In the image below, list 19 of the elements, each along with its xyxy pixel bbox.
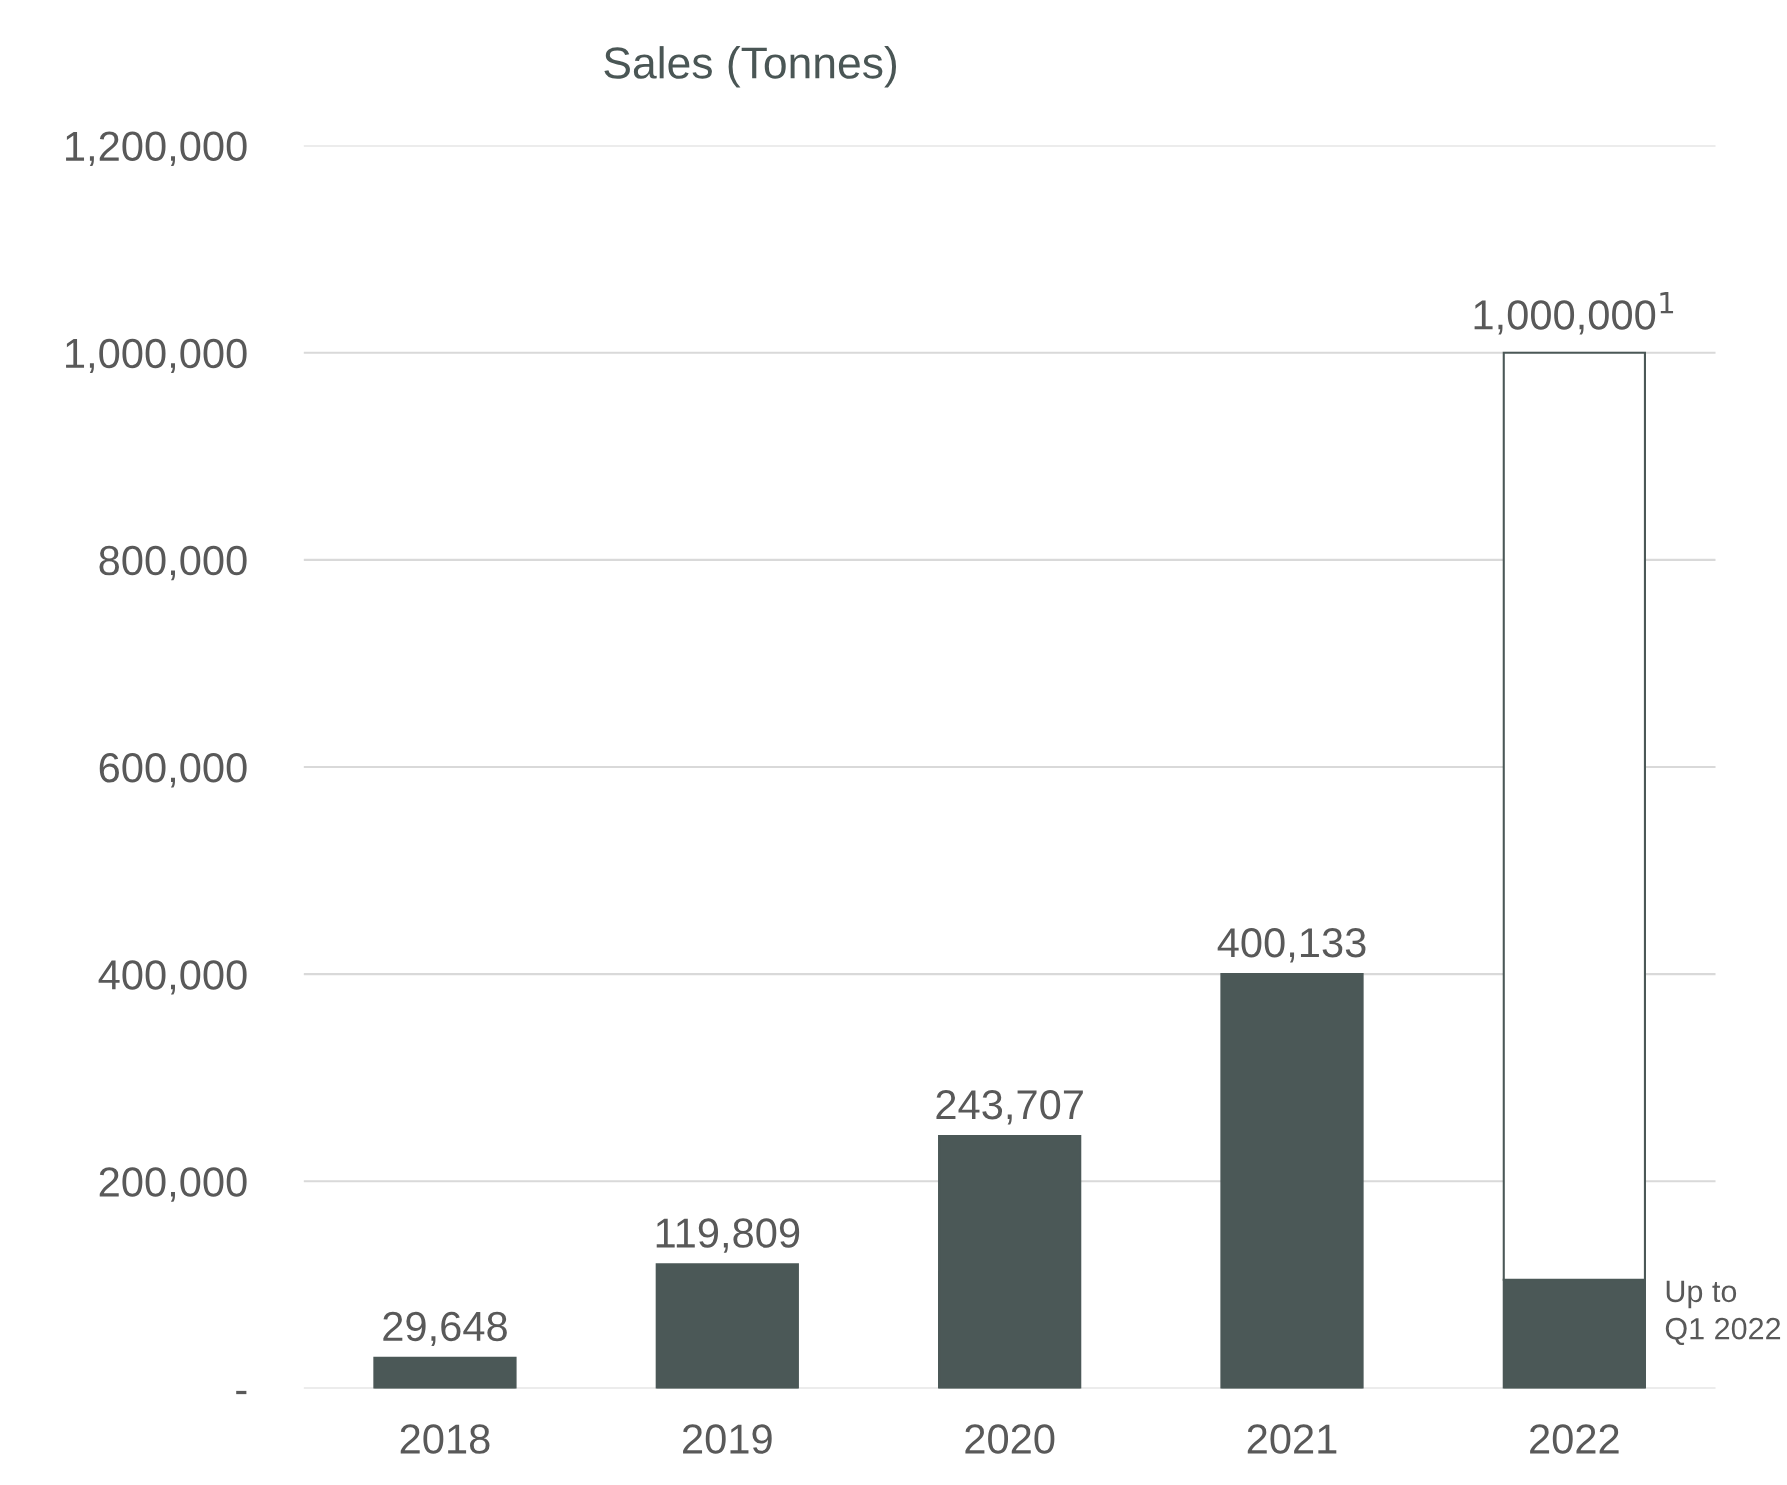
y-tick-label: 400,000 [98, 960, 247, 995]
data-label: 119,809 [656, 1218, 800, 1253]
y-tick-label: 600,000 [99, 753, 247, 788]
chart-title: Sales (Tonnes) [604, 46, 896, 88]
x-tick-label: 2018 [400, 1424, 490, 1454]
data-label: 243,707 [936, 1089, 1083, 1125]
y-tick-label: 800,000 [99, 545, 247, 581]
y-tick-label: 1,200,000 [66, 131, 247, 166]
data-label: 400,133 [1217, 927, 1366, 963]
y-tick-label: - [236, 1390, 247, 1395]
annotation: Up to Q1 2022 [1665, 1280, 1781, 1345]
x-tick-label: 2021 [1247, 1424, 1337, 1454]
data-label: 29,648 [383, 1311, 507, 1347]
x-tick-label: 2022 [1530, 1424, 1619, 1454]
total-label: 1,000,000$^{1}$ [1474, 292, 1674, 335]
x-tick-label: 2019 [683, 1424, 772, 1454]
y-tick-label: 200,000 [99, 1167, 247, 1202]
x-tick-label: 2020 [965, 1424, 1055, 1454]
y-tick-label: 1,000,000 [66, 338, 247, 374]
